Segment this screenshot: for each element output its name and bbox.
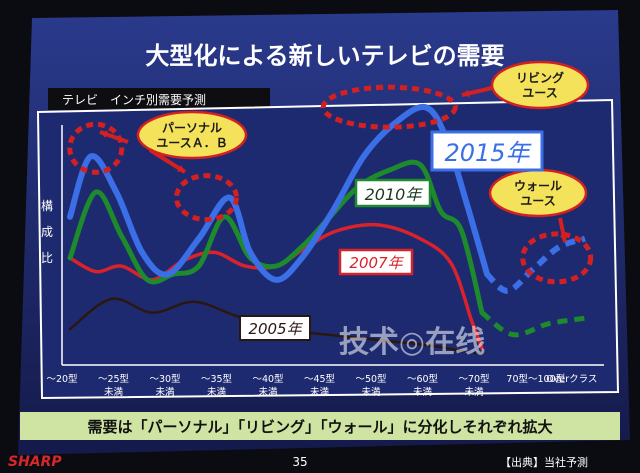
brand-logo: SHARP	[8, 454, 62, 470]
watermark: 技术◎在线	[339, 325, 485, 360]
x-tick-label: ～45型未満	[304, 374, 336, 398]
living-circle	[320, 84, 458, 130]
annotation-text: リビングユース	[516, 70, 564, 100]
summary-text: 需要は「パーソナル」「リビング」「ウォール」に分化しそれぞれ拡大	[87, 418, 552, 436]
x-tick-label: ～30型未満	[149, 374, 181, 398]
annotation-bubble: ウォールユース	[488, 168, 588, 218]
label-2015-box: 2015年	[430, 130, 544, 172]
series-line-2015年	[67, 103, 491, 283]
personal-circle-2	[173, 173, 239, 223]
series-forecast-2005年	[461, 349, 483, 356]
annotation-bubble: パーソナルユースＡ．Ｂ	[136, 110, 248, 160]
source-note: 【出典】当社予測	[500, 455, 588, 469]
slide-title: 大型化による新しいテレビの需要	[145, 42, 504, 70]
series-label-2007: 2007年	[349, 254, 404, 272]
x-tick-label: 70型～100型	[506, 374, 565, 385]
x-tick-label: Overクラス	[546, 374, 597, 385]
subtitle-box	[48, 88, 270, 110]
series-layer	[67, 103, 586, 356]
arrow-head	[177, 165, 185, 172]
subtitle: テレビ インチ別需要予測	[62, 93, 206, 107]
annotation-text: ウォールユース	[514, 179, 562, 208]
label-2007-box: 2007年	[338, 248, 414, 276]
x-tick-label: ～35型未満	[201, 374, 233, 398]
wall-circle	[520, 231, 594, 285]
series-label-2015: 2015年	[444, 139, 532, 167]
y-axis-label: 構成比	[41, 199, 53, 265]
x-tick-label: ～70型未満	[458, 374, 490, 398]
tick-layer: ～20型 ～25型未満 ～30型未満 ～35型未満 ～40型未満 ～45型未満 ～50型未満…	[46, 374, 597, 398]
x-tick-label: ～25型未満	[98, 374, 130, 398]
x-tick-label: ～50型未満	[355, 374, 387, 398]
page-number: 35	[292, 455, 307, 469]
annotation-text: パーソナルユースＡ．Ｂ	[156, 121, 227, 150]
personal-circle-1	[67, 121, 125, 175]
series-label-2010: 2010年	[365, 185, 424, 204]
arrow-head	[100, 130, 108, 138]
x-tick-label: ～20型	[46, 374, 78, 385]
summary-banner	[20, 412, 620, 440]
label-2010-box: 2010年	[354, 178, 432, 208]
arrow-head	[462, 89, 470, 98]
arrow-head	[559, 234, 568, 242]
annotation-bubble: リビングユース	[490, 60, 590, 110]
series-label-2005: 2005年	[248, 320, 303, 338]
x-tick-label: ～40型未満	[252, 374, 284, 398]
series-forecast-2015年	[485, 235, 586, 294]
series-forecast-2010年	[480, 310, 586, 338]
label-2005-box: 2005年	[239, 315, 311, 341]
x-tick-label: ～60型未満	[407, 374, 439, 398]
